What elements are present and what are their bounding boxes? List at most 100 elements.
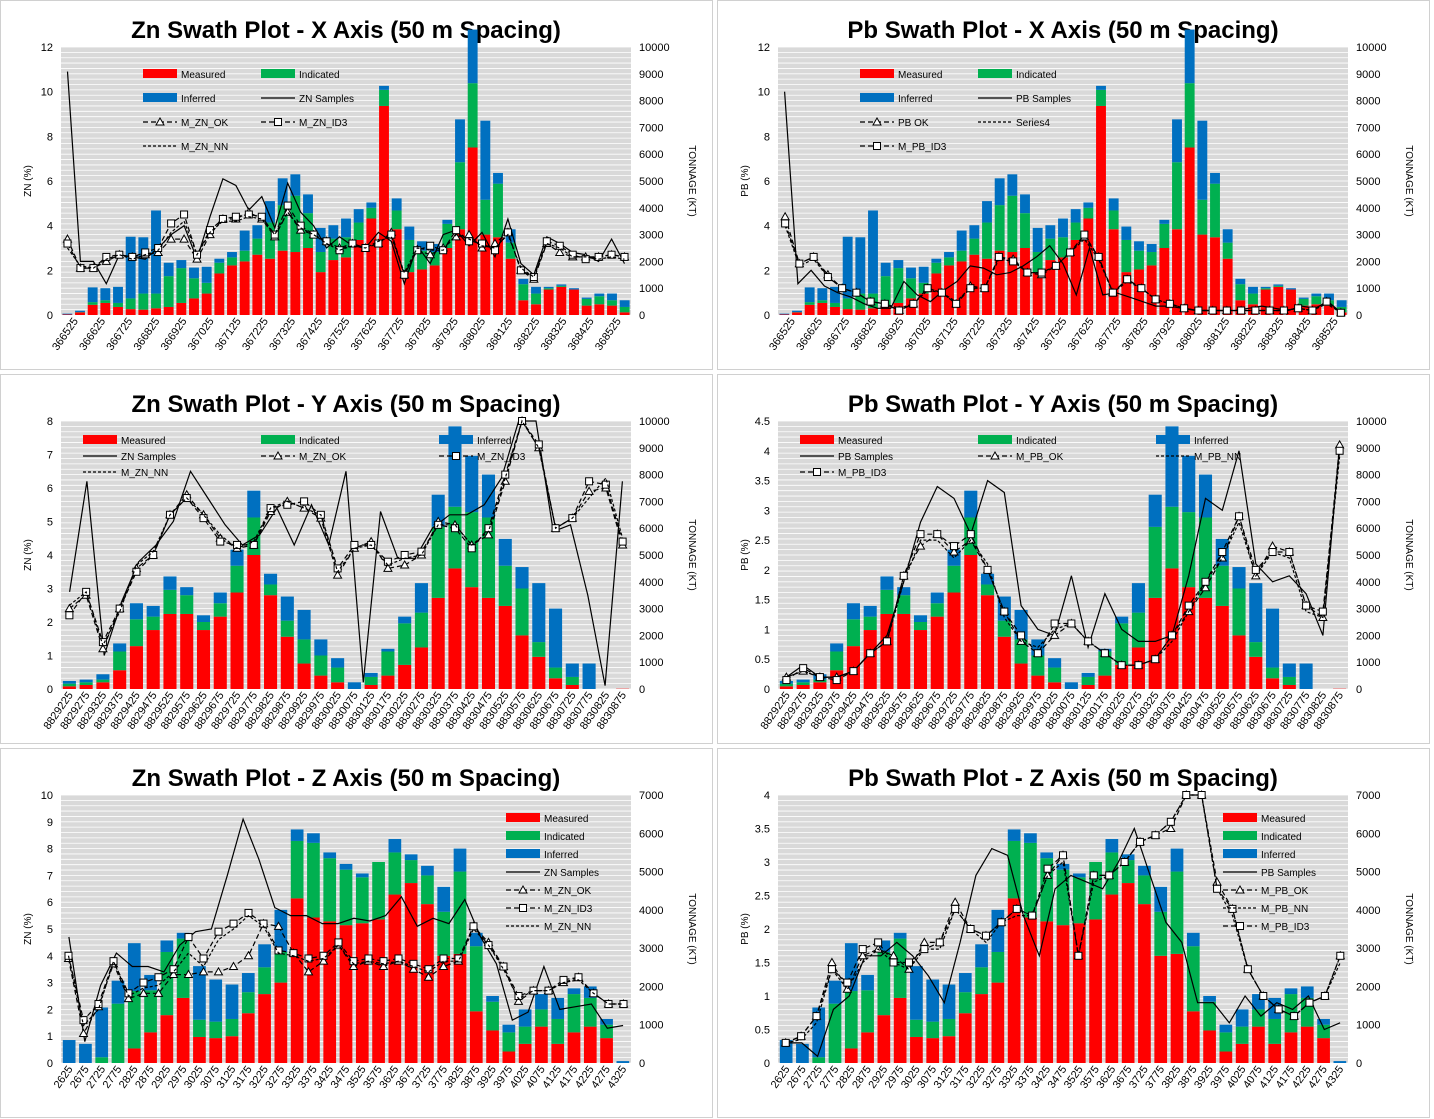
bar-inferred bbox=[252, 225, 262, 238]
data-point-marker bbox=[215, 928, 222, 935]
data-point-marker bbox=[1038, 269, 1045, 276]
y2-tick-label: 0 bbox=[639, 310, 645, 322]
bar-measured bbox=[551, 1044, 564, 1063]
bar-inferred bbox=[1210, 173, 1220, 184]
bar-inferred bbox=[868, 210, 878, 293]
data-point-marker bbox=[556, 242, 563, 249]
bar-measured bbox=[177, 998, 190, 1063]
y-tick-label: 9 bbox=[47, 817, 53, 829]
bar-measured bbox=[556, 287, 566, 315]
data-point-marker bbox=[951, 543, 958, 550]
data-point-marker bbox=[910, 300, 917, 307]
bar-indicated bbox=[1048, 668, 1061, 683]
bar-inferred bbox=[95, 1007, 108, 1057]
bar-inferred bbox=[138, 237, 148, 293]
y2-axis-title: TONNAGE (KT) bbox=[1403, 519, 1414, 590]
bar-indicated bbox=[943, 1019, 956, 1036]
bar-measured bbox=[813, 682, 826, 689]
bar-indicated bbox=[1007, 196, 1017, 252]
bar-measured bbox=[1187, 1011, 1200, 1063]
bar-indicated bbox=[264, 584, 277, 595]
x-tick-label: 368125 bbox=[484, 316, 515, 353]
bar-measured bbox=[620, 312, 630, 315]
y-tick-label: 5 bbox=[47, 517, 53, 529]
x-tick-label: 367925 bbox=[1147, 316, 1178, 353]
chart-title: Zn Swath Plot - Z Axis (50 m Spacing) bbox=[132, 765, 561, 792]
data-point-marker bbox=[1252, 566, 1259, 573]
bar-inferred bbox=[1334, 1061, 1347, 1063]
y2-tick-label: 2000 bbox=[639, 981, 663, 993]
bar-measured bbox=[845, 1048, 858, 1063]
x-tick-label: 368325 bbox=[1256, 316, 1287, 353]
legend-label: M_ZN_NN bbox=[121, 468, 168, 479]
bar-inferred bbox=[465, 456, 478, 512]
legend-swatch bbox=[261, 435, 295, 444]
bar-measured bbox=[415, 647, 428, 689]
y-tick-label: 7 bbox=[47, 870, 53, 882]
legend-label: PB OK bbox=[898, 118, 929, 129]
y2-tick-label: 9000 bbox=[639, 443, 663, 455]
bar-measured bbox=[303, 248, 313, 315]
bar-inferred bbox=[1223, 229, 1233, 242]
bar-inferred bbox=[88, 287, 98, 302]
bar-measured bbox=[151, 308, 161, 315]
data-point-marker bbox=[867, 650, 874, 657]
bar-inferred bbox=[1121, 227, 1131, 240]
bar-indicated bbox=[503, 1032, 516, 1051]
bar-indicated bbox=[812, 1057, 825, 1063]
x-tick-label: 366525 bbox=[50, 316, 81, 353]
data-point-marker bbox=[1018, 632, 1025, 639]
legend-label: Inferred bbox=[544, 850, 578, 861]
bar-measured bbox=[1015, 664, 1028, 689]
data-point-marker bbox=[824, 274, 831, 281]
bar-measured bbox=[291, 898, 304, 1063]
bar-inferred bbox=[1235, 279, 1245, 284]
bar-indicated bbox=[1223, 243, 1233, 259]
data-point-marker bbox=[796, 260, 803, 267]
data-point-marker bbox=[586, 478, 593, 485]
bar-measured bbox=[176, 303, 186, 315]
y-tick-label: 8 bbox=[47, 416, 53, 428]
bar-measured bbox=[365, 685, 378, 689]
y-tick-label: 4 bbox=[47, 951, 53, 963]
chart-title: Pb Swath Plot - Y Axis (50 m Spacing) bbox=[848, 391, 1278, 418]
bar-indicated bbox=[197, 622, 210, 630]
y-tick-label: 3.5 bbox=[755, 824, 770, 836]
bar-inferred bbox=[568, 988, 581, 994]
y2-axis-title: TONNAGE (KT) bbox=[1403, 893, 1414, 964]
x-tick-label: 368425 bbox=[1283, 316, 1314, 353]
bar-inferred bbox=[515, 567, 528, 588]
bar-inferred bbox=[80, 680, 93, 683]
y-tick-label: 10 bbox=[758, 87, 770, 99]
legend-label: Measured bbox=[544, 814, 588, 825]
bar-indicated bbox=[532, 642, 545, 657]
bar-indicated bbox=[493, 184, 503, 238]
bar-measured bbox=[1149, 598, 1162, 689]
y-tick-label: 4 bbox=[47, 221, 53, 233]
bar-inferred bbox=[356, 873, 369, 877]
bar-measured bbox=[566, 685, 579, 689]
data-point-marker bbox=[924, 285, 931, 292]
bar-measured bbox=[214, 273, 224, 315]
bar-measured bbox=[372, 919, 385, 1063]
bar-inferred bbox=[1147, 244, 1157, 252]
y-tick-label: 10 bbox=[41, 790, 53, 802]
bar-indicated bbox=[1083, 208, 1093, 219]
bar-measured bbox=[1220, 1052, 1233, 1063]
y-axis-title: PB (%) bbox=[740, 539, 751, 571]
data-point-marker bbox=[1095, 253, 1102, 260]
bar-indicated bbox=[499, 566, 512, 606]
bar-indicated bbox=[992, 952, 1005, 983]
bar-inferred bbox=[1337, 300, 1347, 307]
data-point-marker bbox=[981, 285, 988, 292]
bar-inferred bbox=[354, 209, 364, 222]
bar-measured bbox=[230, 593, 243, 689]
bar-measured bbox=[62, 314, 72, 315]
bar-measured bbox=[417, 269, 427, 315]
y-tick-label: 0 bbox=[764, 310, 770, 322]
bar-inferred bbox=[792, 311, 802, 312]
bar-inferred bbox=[620, 300, 630, 307]
bar-measured bbox=[532, 657, 545, 689]
bar-measured bbox=[894, 998, 907, 1063]
bar-measured bbox=[356, 923, 369, 1063]
